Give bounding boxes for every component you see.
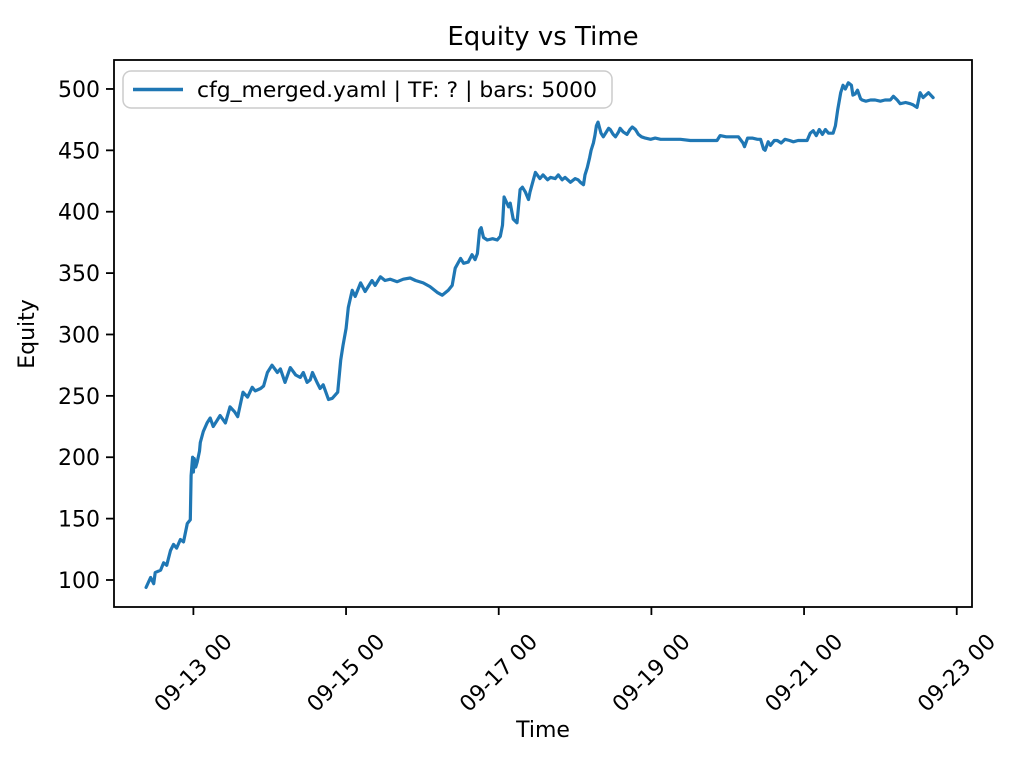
y-tick-label: 500 [58,78,100,103]
x-tick-label: 09-19 00 [608,630,696,718]
legend-box [122,70,613,109]
y-tick-label: 350 [58,262,100,287]
x-tick-label: 09-15 00 [303,630,391,718]
legend-label: cfg_merged.yaml | TF: ? | bars: 5000 [197,78,597,103]
equity-line [144,81,935,590]
chart-title: Equity vs Time [447,22,638,52]
y-tick-label: 150 [58,508,100,533]
x-axis-label: Time [515,718,570,743]
x-tick-label: 09-17 00 [455,630,543,718]
y-tick-label: 300 [58,323,100,348]
legend: cfg_merged.yaml | TF: ? | bars: 5000 [122,70,613,109]
x-tick-label: 09-21 00 [761,630,849,718]
y-tick-label: 450 [58,139,100,164]
y-tick-label: 250 [58,385,100,410]
y-axis-label: Equity [15,299,40,369]
y-tick-label: 100 [58,569,100,594]
x-axis-ticks: 09-13 00 09-15 00 09-17 00 09-19 00 09-21 00… [150,607,1001,717]
y-axis-ticks: 100 150 200 250 300 350 400 450 500 [58,78,114,594]
x-tick-label: 09-13 00 [150,630,238,718]
y-tick-label: 400 [58,201,100,226]
y-tick-label: 200 [58,446,100,471]
plot-area [113,59,973,608]
x-tick-label: 09-23 00 [913,630,1001,718]
